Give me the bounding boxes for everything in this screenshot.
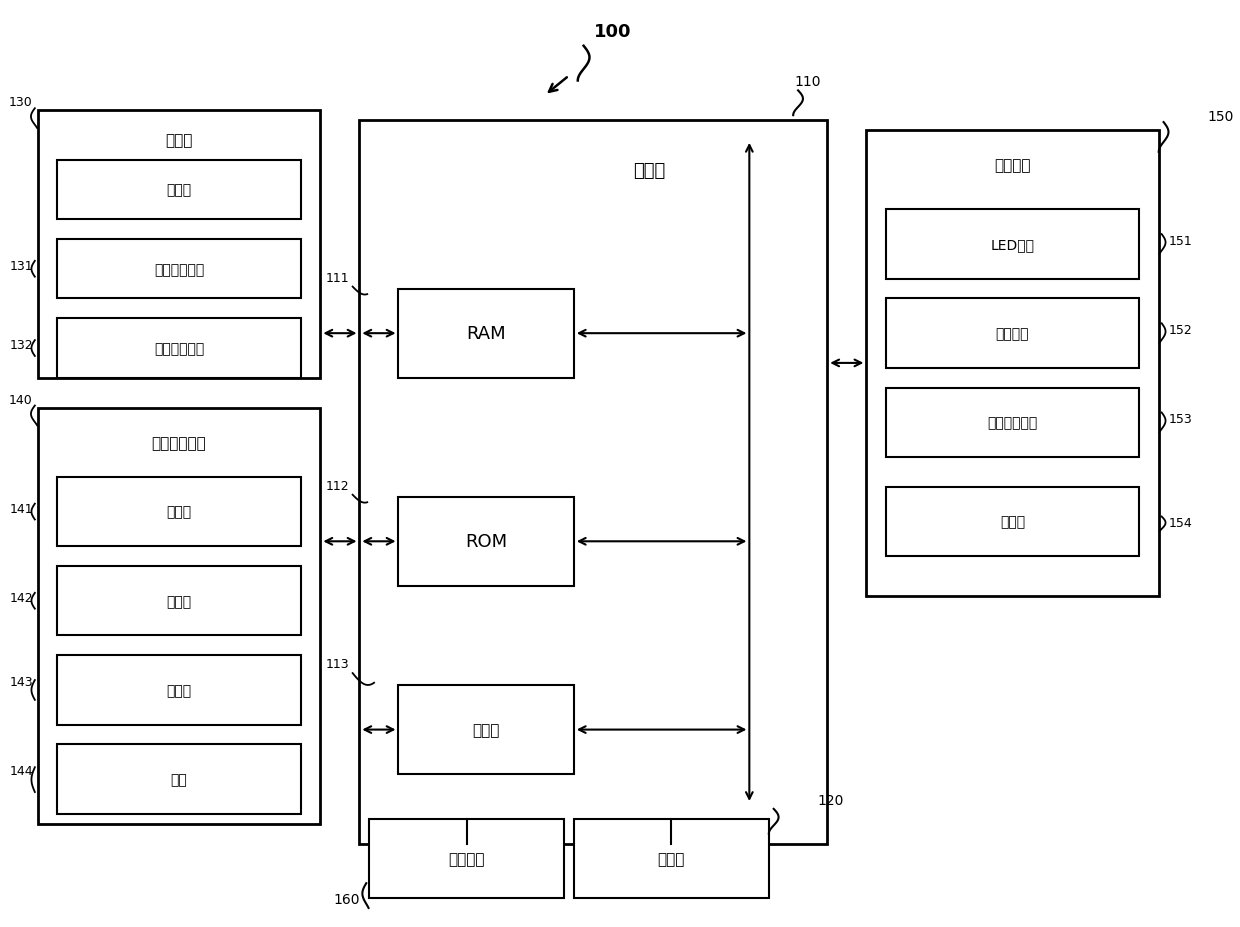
Bar [360,121,827,844]
Text: 160: 160 [334,892,360,906]
Text: 控制器: 控制器 [634,161,666,180]
Bar [574,819,769,898]
Bar [398,289,574,378]
Text: 142: 142 [9,591,33,604]
Text: 143: 143 [9,675,33,688]
Bar [57,160,301,220]
Text: 111: 111 [326,272,350,285]
Text: ROM: ROM [465,533,507,551]
Text: 按键: 按键 [171,772,187,786]
Bar [867,131,1158,596]
Text: 153: 153 [1168,413,1192,425]
Text: 100: 100 [594,23,631,41]
Text: 射频信号接口: 射频信号接口 [154,342,205,356]
Bar [57,566,301,636]
Bar [885,210,1140,279]
Bar [57,655,301,725]
Text: LED接口: LED接口 [991,237,1034,252]
Text: 供电电源: 供电电源 [449,851,485,866]
Text: 触摸板: 触摸板 [166,594,192,608]
Bar [370,819,564,898]
Text: 141: 141 [9,502,33,515]
Text: 112: 112 [326,479,350,492]
Text: 显示器: 显示器 [999,514,1025,529]
Bar [398,685,574,774]
Text: 红外信号接口: 红外信号接口 [154,262,205,276]
Text: 131: 131 [9,260,33,273]
Bar [57,744,301,814]
Text: 151: 151 [1168,235,1192,248]
Text: 通信器: 通信器 [165,133,192,148]
Bar [37,408,320,824]
Bar [37,111,320,378]
Text: 振动接口: 振动接口 [996,327,1029,341]
Text: 存储器: 存储器 [657,851,684,866]
Bar [57,319,301,378]
Text: 110: 110 [795,75,821,89]
Text: 113: 113 [326,657,350,670]
Text: 140: 140 [9,393,33,406]
Text: 144: 144 [9,765,33,778]
Text: 152: 152 [1168,324,1192,337]
Bar [57,477,301,547]
Bar [885,299,1140,368]
Text: 声音输出接口: 声音输出接口 [987,416,1038,430]
Text: RAM: RAM [466,324,506,343]
Bar [57,240,301,299]
Text: 120: 120 [817,794,844,807]
Bar [885,488,1140,556]
Bar [885,388,1140,458]
Text: 用户输入接口: 用户输入接口 [151,435,207,451]
Text: 150: 150 [1208,110,1234,124]
Text: 154: 154 [1168,517,1192,530]
Text: 132: 132 [9,338,33,351]
Text: 处理器: 处理器 [472,722,500,737]
Text: 通信器: 通信器 [166,184,192,197]
Text: 130: 130 [9,96,33,109]
Text: 麦克风: 麦克风 [166,505,192,519]
Text: 传感器: 传感器 [166,683,192,697]
Bar [398,497,574,586]
Text: 输出接口: 输出接口 [994,158,1030,173]
